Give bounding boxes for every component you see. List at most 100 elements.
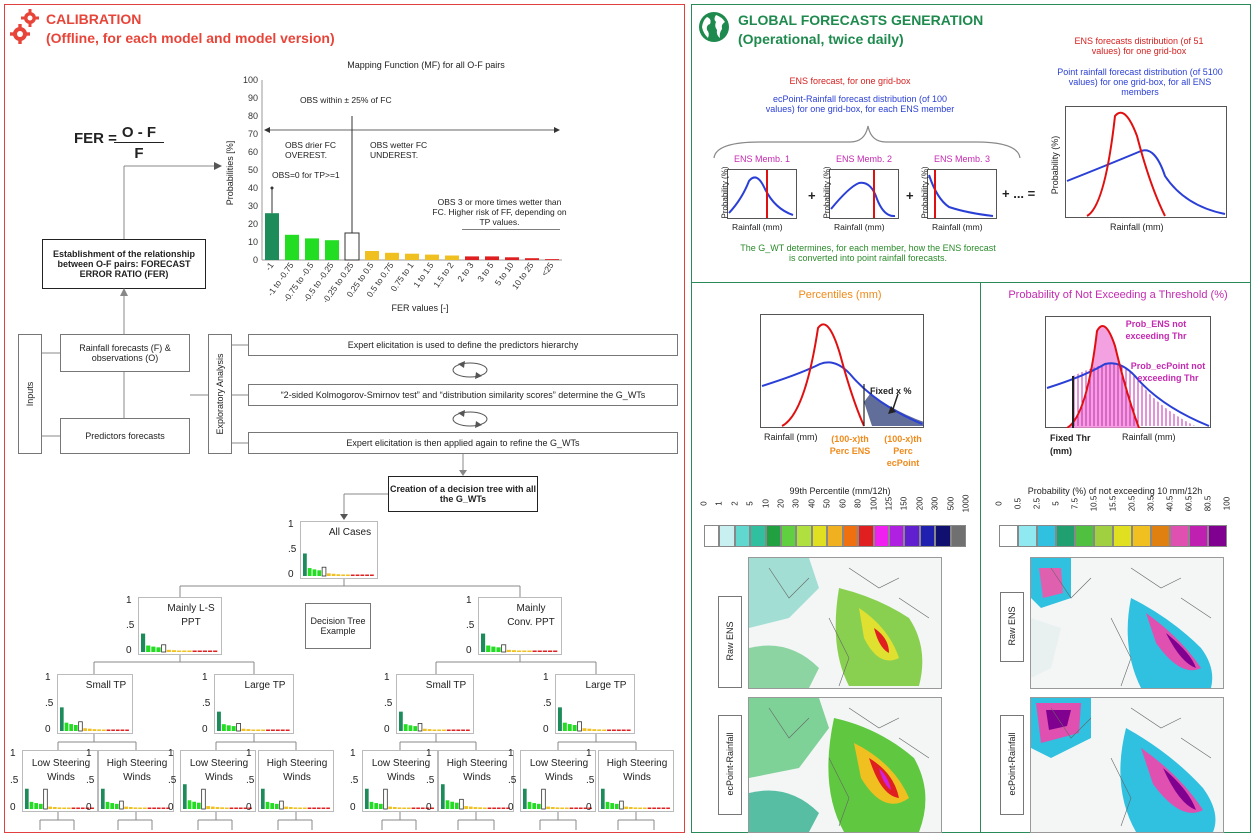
mf-xtick: <25 [539, 260, 556, 278]
mf-bar [545, 259, 559, 260]
tree-mini-bar [266, 729, 270, 731]
color-scale-tick: 10 [761, 499, 771, 508]
tree-mini-bar [341, 574, 346, 576]
color-scale-tick: 2.5 [1032, 497, 1042, 510]
p99-scale-title: 99th Percentile (mm/12h) [789, 486, 891, 496]
tree-node-ytick: 0 [384, 724, 390, 735]
mf-ytick: 40 [248, 183, 258, 193]
tree-mini-bar [161, 644, 167, 653]
tree-mini-bar [454, 802, 459, 809]
color-scale-tick: 5 [1051, 501, 1061, 506]
tree-node-label: Low Steering Winds [371, 758, 431, 783]
ens-member-label: ENS Memb. 2 [835, 154, 893, 164]
tree-node: Low Steering Winds [180, 750, 256, 812]
tree-mini-bar [101, 729, 106, 731]
tree-mini-bar [605, 801, 610, 809]
tree-node-ytick: .5 [246, 775, 255, 786]
tree-mini-bar [226, 725, 231, 731]
tree-mini-bar [501, 644, 507, 653]
color-scale-tick: 80 [853, 499, 863, 508]
map-prob-ecpoint [1030, 697, 1224, 833]
tree-node: High Steering Winds [98, 750, 174, 812]
mf-ytick: 60 [248, 147, 258, 157]
raw-ens-row-box-left [718, 596, 742, 688]
tree-mini-bar [196, 802, 201, 809]
tree-mini-bar [246, 729, 251, 731]
raw-ens-row-box-right [1000, 592, 1024, 662]
tree-mini-bar [619, 800, 624, 810]
tree-mini-bar [166, 649, 171, 652]
tree-node-ytick: .5 [288, 544, 297, 555]
tree-mini-bar [468, 806, 473, 809]
tree-mini-bar [587, 728, 592, 731]
tree-mini-bar [111, 729, 115, 731]
tree-mini-bar [265, 801, 270, 809]
tree-mini-bar [532, 803, 536, 809]
tree-mini-bar [60, 707, 64, 731]
tree-node-ytick: 0 [246, 802, 252, 813]
tree-mini-bar [446, 729, 451, 731]
tree-node-ytick: .5 [10, 775, 19, 786]
tree-mini-bar [151, 646, 156, 652]
color-scale-swatch [873, 525, 889, 547]
tree-node-ytick: .5 [586, 775, 595, 786]
tree-mini-bar [256, 729, 261, 731]
mf-annot-drier: OBS drier FC OVEREST. [285, 140, 337, 160]
calibration-panel [4, 4, 685, 833]
calibration-subtitle: (Offline, for each model and model versi… [46, 30, 335, 46]
tree-mini-bar [177, 650, 182, 652]
mf-bar [505, 257, 519, 260]
color-scale-tick: 20.5 [1127, 495, 1137, 512]
tree-mini-bar [152, 807, 156, 809]
tree-mini-bar [652, 807, 656, 809]
tree-mini-bar [491, 646, 496, 652]
mf-bar [385, 252, 399, 260]
mf-xtick: 1.5 to 2 [431, 260, 456, 289]
decision-tree-example-box: Decision Tree Example [305, 603, 371, 649]
tree-mini-bar [331, 573, 336, 576]
tree-mini-bar [567, 724, 572, 731]
tree-mini-bar [537, 650, 542, 652]
forecasts-title: GLOBAL FORECASTS GENERATION [738, 12, 984, 28]
tree-mini-bar [316, 807, 321, 809]
combined-distribution-plot [1065, 106, 1227, 218]
tree-mini-bar [231, 726, 236, 731]
percentiles-xaxis-label: Rainfall (mm) [764, 432, 818, 442]
tree-mini-bar [558, 707, 562, 731]
tree-mini-bar [302, 807, 307, 809]
tree-mini-bar [76, 807, 80, 809]
tree-mini-bar [666, 807, 670, 809]
tree-mini-bar [346, 574, 350, 576]
tree-mini-bar [478, 807, 482, 809]
tree-node-ytick: 0 [126, 645, 132, 656]
ens-member-yaxis: Probability (%) [920, 166, 930, 219]
tree-mini-bar [647, 807, 652, 809]
tree-mini-bar [532, 650, 537, 652]
tree-node: High Steering Winds [438, 750, 514, 812]
tree-mini-bar [119, 800, 124, 810]
tree-mini-bar [248, 807, 252, 809]
percentiles-plot [760, 314, 924, 428]
tree-mini-bar [536, 803, 541, 809]
tree-node-ytick: 0 [45, 724, 51, 735]
color-scale-swatch [1056, 525, 1075, 547]
tree-node-label: Low Steering Winds [529, 758, 589, 783]
tree-mini-bar [522, 650, 527, 652]
tree-mini-bar [425, 807, 430, 809]
tree-mini-bar [451, 729, 456, 731]
prob-scale-title: Probability (%) of not exceeding 10 mm/1… [1027, 486, 1203, 496]
percentiles-title: Percentiles (mm) [798, 289, 882, 301]
tree-mini-bar [128, 807, 133, 809]
divider-vertical [980, 282, 981, 832]
color-scale-swatch [1075, 525, 1094, 547]
tree-mini-bar [486, 645, 491, 652]
tree-node-ytick: 1 [426, 748, 432, 759]
tree-mini-bar [312, 807, 316, 809]
tree-mini-bar [450, 801, 454, 809]
rainfall-input-box: Rainfall forecasts (F) & observations (O… [60, 334, 190, 372]
tree-node: Low Steering Winds [22, 750, 98, 812]
tree-mini-bar [577, 721, 582, 732]
tree-mini-bar [360, 574, 365, 576]
tree-mini-bar [326, 807, 330, 809]
tree-mini-bar [406, 807, 411, 809]
